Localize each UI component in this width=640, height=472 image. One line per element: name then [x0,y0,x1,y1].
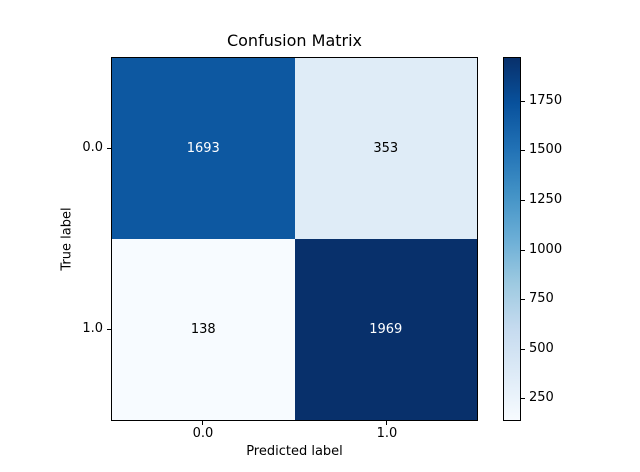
x-tick-mark-0 [202,421,203,425]
colorbar-tick-label-250: 250 [529,390,554,405]
colorbar-tick-mark-500 [521,349,525,350]
heatmap-cell-true1-pred1: 1969 [294,239,477,420]
x-tick-label-1: 1.0 [376,426,398,441]
colorbar-tick-mark-1250 [521,200,525,201]
colorbar-tick-mark-750 [521,299,525,300]
x-axis-label: Predicted label [246,444,343,459]
colorbar-tick-label-500: 500 [529,341,554,356]
colorbar-gradient [504,58,520,420]
colorbar-tick-label-1250: 1250 [529,192,563,207]
colorbar-tick-label-1000: 1000 [529,242,563,257]
colorbar-tick-label-1500: 1500 [529,142,563,157]
heatmap-plot-area: 1693 353 138 1969 [111,57,478,421]
heatmap-cell-true0-pred0: 1693 [112,58,295,239]
heatmap-cell-true1-pred0: 138 [112,239,295,420]
colorbar-tick-label-750: 750 [529,291,554,306]
y-tick-mark-1 [107,329,111,330]
colorbar-tick-mark-1000 [521,250,525,251]
y-tick-label-1: 1.0 [82,321,103,336]
x-tick-label-0: 0.0 [192,426,214,441]
y-axis-label: True label [59,207,75,271]
colorbar-tick-mark-1500 [521,150,525,151]
chart-title: Confusion Matrix [226,31,363,50]
heatmap-cell-true0-pred1: 353 [294,58,477,239]
y-tick-label-0: 0.0 [82,140,103,155]
colorbar [503,57,521,421]
colorbar-tick-mark-250 [521,398,525,399]
colorbar-tick-mark-1750 [521,101,525,102]
y-tick-mark-0 [107,148,111,149]
colorbar-tick-label-1750: 1750 [529,93,563,108]
x-tick-mark-1 [386,421,387,425]
